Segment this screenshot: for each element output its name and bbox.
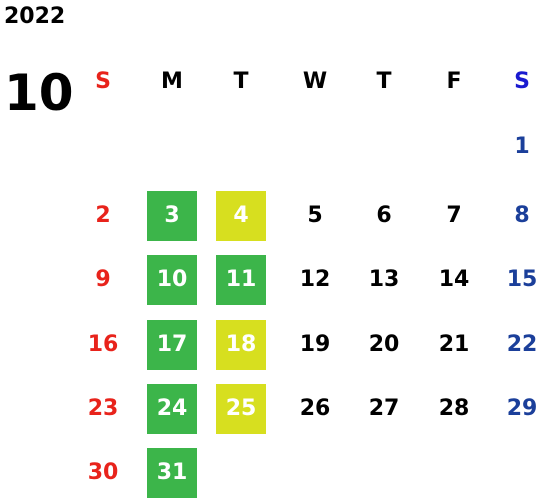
weekday-label: S — [514, 69, 530, 94]
day-cell-31[interactable]: 31 — [147, 448, 197, 498]
weekday-label: T — [376, 69, 392, 94]
day-cell-8[interactable]: 8 — [514, 203, 530, 228]
day-cell-1[interactable]: 1 — [514, 134, 530, 159]
day-cell-21[interactable]: 21 — [438, 332, 470, 357]
calendar-year: 2022 — [4, 4, 66, 29]
day-cell-30[interactable]: 30 — [87, 460, 119, 485]
weekday-label: W — [302, 69, 328, 94]
calendar-month: 10 — [4, 64, 74, 122]
day-cell-7[interactable]: 7 — [446, 203, 462, 228]
day-cell-15[interactable]: 15 — [506, 267, 538, 292]
day-cell-24[interactable]: 24 — [147, 384, 197, 434]
day-cell-28[interactable]: 28 — [438, 396, 470, 421]
weekday-label: S — [95, 69, 111, 94]
day-cell-3[interactable]: 3 — [147, 191, 197, 241]
day-cell-25[interactable]: 25 — [216, 384, 266, 434]
day-cell-22[interactable]: 22 — [506, 332, 538, 357]
weekday-label: T — [233, 69, 249, 94]
day-cell-13[interactable]: 13 — [368, 267, 400, 292]
day-cell-12[interactable]: 12 — [299, 267, 331, 292]
day-cell-2[interactable]: 2 — [95, 203, 111, 228]
day-cell-29[interactable]: 29 — [506, 396, 538, 421]
day-cell-10[interactable]: 10 — [147, 255, 197, 305]
day-cell-6[interactable]: 6 — [376, 203, 392, 228]
day-cell-14[interactable]: 14 — [438, 267, 470, 292]
calendar-grid: 1 2 3 4 5 6 7 8 9 10 11 12 13 14 15 16 17 18 19 20 21 22 23 24 2… — [70, 120, 548, 503]
day-cell-17[interactable]: 17 — [147, 320, 197, 370]
day-cell-19[interactable]: 19 — [299, 332, 331, 357]
day-cell-9[interactable]: 9 — [95, 267, 111, 292]
weekday-label: F — [446, 69, 462, 94]
day-cell-26[interactable]: 26 — [299, 396, 331, 421]
day-cell-20[interactable]: 20 — [368, 332, 400, 357]
day-cell-23[interactable]: 23 — [87, 396, 119, 421]
day-cell-16[interactable]: 16 — [87, 332, 119, 357]
day-cell-11[interactable]: 11 — [216, 255, 266, 305]
weekday-label: M — [161, 69, 183, 94]
day-cell-4[interactable]: 4 — [216, 191, 266, 241]
day-cell-27[interactable]: 27 — [368, 396, 400, 421]
day-cell-18[interactable]: 18 — [216, 320, 266, 370]
day-cell-5[interactable]: 5 — [307, 203, 323, 228]
